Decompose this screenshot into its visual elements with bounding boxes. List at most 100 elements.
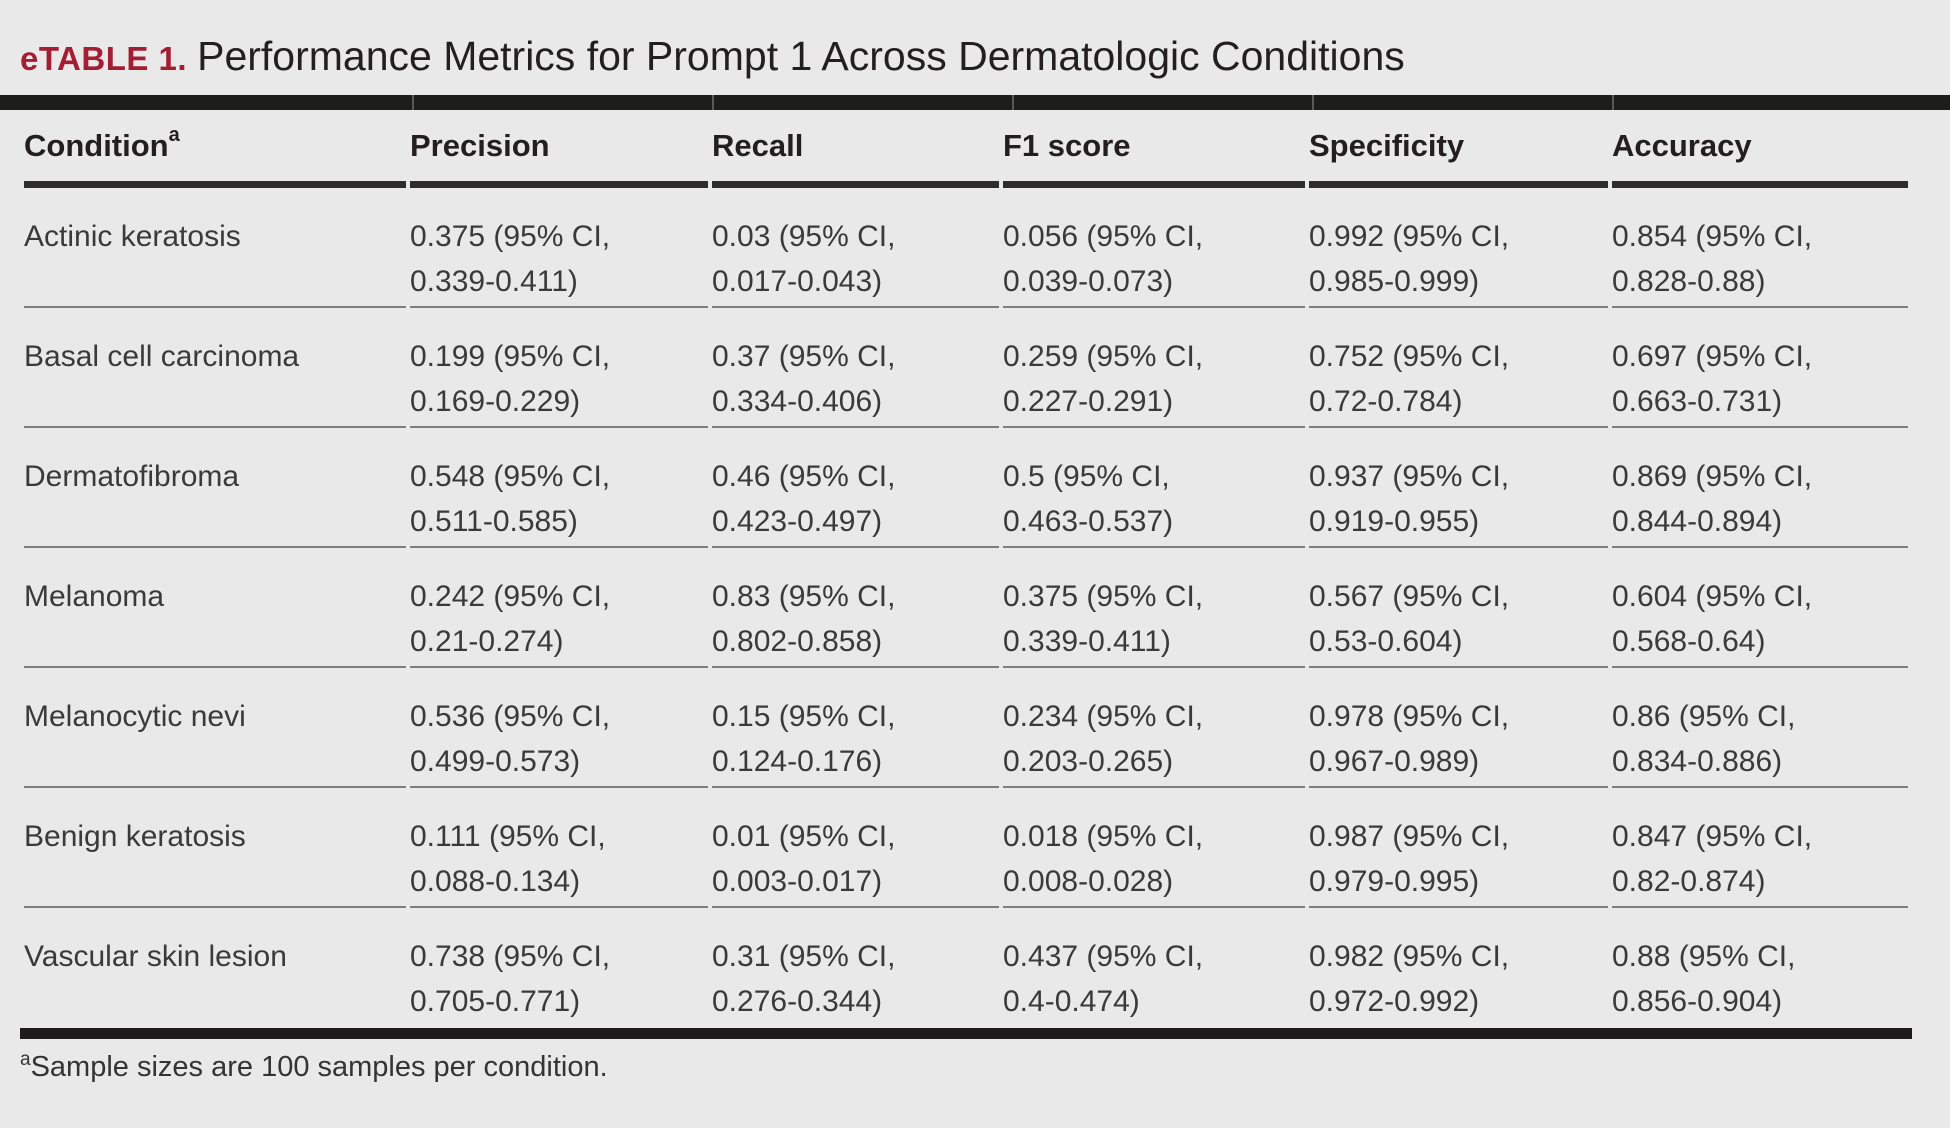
metric-ci-line: 0.53-0.604) [1309,625,1463,659]
metric-cell: 0.86 (95% CI, 0.834-0.886) [1612,668,1908,789]
table-row: Dermatofibroma 0.548 (95% CI, 0.511-0.585… [24,428,1908,549]
metric-ci-line: 0.088-0.134) [410,865,581,899]
table-row: Melanocytic nevi 0.536 (95% CI, 0.499-0.5… [24,668,1908,789]
column-header-condition: Conditiona [24,110,406,189]
metric-value-line: 0.738 (95% CI, [410,940,611,974]
table-footnote: aSample sizes are 100 samples per condit… [20,1049,1930,1084]
metric-value-line: 0.056 (95% CI, [1003,220,1204,254]
column-header-specificity: Specificity [1309,110,1608,189]
metric-value-line: 0.46 (95% CI, [712,460,896,494]
metric-ci-line: 0.568-0.64) [1612,625,1766,659]
metric-ci-line: 0.227-0.291) [1003,385,1174,419]
table-number-label: eTABLE 1. [20,40,188,77]
column-header-accuracy: Accuracy [1612,110,1908,189]
metric-cell: 0.697 (95% CI, 0.663-0.731) [1612,308,1908,429]
metric-cell: 0.111 (95% CI, 0.088-0.134) [410,788,708,909]
metric-value-line: 0.37 (95% CI, [712,340,896,374]
metric-cell: 0.375 (95% CI, 0.339-0.411) [1003,548,1305,669]
metrics-table: Conditiona Precision Recall F1 score Spe… [20,110,1912,1028]
metric-cell: 0.46 (95% CI, 0.423-0.497) [712,428,999,549]
column-divider-notch [1312,95,1314,111]
metric-value-line: 0.5 (95% CI, [1003,460,1170,494]
metric-ci-line: 0.828-0.88) [1612,265,1766,299]
metric-value-line: 0.111 (95% CI, [410,820,606,854]
table-top-rule [0,95,1950,111]
metric-value-line: 0.234 (95% CI, [1003,700,1204,734]
table-row: Benign keratosis 0.111 (95% CI, 0.088-0.1… [24,788,1908,909]
metric-cell: 0.5 (95% CI, 0.463-0.537) [1003,428,1305,549]
column-header-precision: Precision [410,110,708,189]
condition-cell: Melanoma [24,548,406,669]
metric-cell: 0.987 (95% CI, 0.979-0.995) [1309,788,1608,909]
metric-ci-line: 0.276-0.344) [712,985,883,1019]
metric-ci-line: 0.463-0.537) [1003,505,1174,539]
column-divider-notch [412,95,414,111]
metric-value-line: 0.992 (95% CI, [1309,220,1510,254]
metric-cell: 0.199 (95% CI, 0.169-0.229) [410,308,708,429]
footnote-marker: a [20,1049,31,1071]
condition-cell: Benign keratosis [24,788,406,909]
metric-ci-line: 0.4-0.474) [1003,985,1140,1019]
metric-cell: 0.31 (95% CI, 0.276-0.344) [712,908,999,1028]
metric-ci-line: 0.203-0.265) [1003,745,1174,779]
condition-footnote-marker: a [168,123,180,146]
metric-cell: 0.567 (95% CI, 0.53-0.604) [1309,548,1608,669]
metric-cell: 0.604 (95% CI, 0.568-0.64) [1612,548,1908,669]
table-row: Actinic keratosis 0.375 (95% CI, 0.339-0.… [24,188,1908,309]
metric-value-line: 0.604 (95% CI, [1612,580,1813,614]
metric-ci-line: 0.039-0.073) [1003,265,1174,299]
metrics-table-wrapper: Conditiona Precision Recall F1 score Spe… [20,110,1912,1028]
column-divider-notch [1612,95,1614,111]
metric-value-line: 0.018 (95% CI, [1003,820,1204,854]
metric-value-line: 0.375 (95% CI, [1003,580,1204,614]
metric-value-line: 0.01 (95% CI, [712,820,896,854]
metric-ci-line: 0.919-0.955) [1309,505,1480,539]
metric-value-line: 0.536 (95% CI, [410,700,611,734]
condition-cell: Vascular skin lesion [24,940,287,974]
condition-cell: Basal cell carcinoma [24,308,406,429]
metric-cell: 0.847 (95% CI, 0.82-0.874) [1612,788,1908,909]
metric-value-line: 0.937 (95% CI, [1309,460,1510,494]
metric-ci-line: 0.967-0.989) [1309,745,1480,779]
footnote-text: Sample sizes are 100 samples per conditi… [30,1051,608,1084]
metric-cell: 0.978 (95% CI, 0.967-0.989) [1309,668,1608,789]
metric-cell: 0.437 (95% CI, 0.4-0.474) [1003,908,1305,1028]
metric-value-line: 0.548 (95% CI, [410,460,611,494]
metric-cell: 0.752 (95% CI, 0.72-0.784) [1309,308,1608,429]
metric-value-line: 0.259 (95% CI, [1003,340,1204,374]
metric-ci-line: 0.663-0.731) [1612,385,1783,419]
column-divider-notch [1012,95,1014,111]
metric-value-line: 0.83 (95% CI, [712,580,896,614]
metric-value-line: 0.242 (95% CI, [410,580,611,614]
condition-cell: Actinic keratosis [24,188,406,309]
metric-ci-line: 0.834-0.886) [1612,745,1783,779]
metric-cell: 0.259 (95% CI, 0.227-0.291) [1003,308,1305,429]
condition-cell: Melanocytic nevi [24,668,406,789]
metric-ci-line: 0.985-0.999) [1309,265,1480,299]
metric-cell: 0.854 (95% CI, 0.828-0.88) [1612,188,1908,309]
metric-value-line: 0.86 (95% CI, [1612,700,1796,734]
metric-value-line: 0.854 (95% CI, [1612,220,1813,254]
metric-ci-line: 0.334-0.406) [712,385,883,419]
metric-cell: 0.234 (95% CI, 0.203-0.265) [1003,668,1305,789]
metric-cell: 0.83 (95% CI, 0.802-0.858) [712,548,999,669]
metric-ci-line: 0.124-0.176) [712,745,883,779]
metric-ci-line: 0.008-0.028) [1003,865,1174,899]
metric-ci-line: 0.972-0.992) [1309,985,1480,1019]
metric-cell: 0.937 (95% CI, 0.919-0.955) [1309,428,1608,549]
metric-value-line: 0.567 (95% CI, [1309,580,1510,614]
metric-value-line: 0.03 (95% CI, [712,220,896,254]
metric-cell: 0.869 (95% CI, 0.844-0.894) [1612,428,1908,549]
metric-ci-line: 0.844-0.894) [1612,505,1783,539]
metric-value-line: 0.15 (95% CI, [712,700,896,734]
condition-cell: Dermatofibroma [24,428,406,549]
metric-cell: 0.548 (95% CI, 0.511-0.585) [410,428,708,549]
table-bottom-rule [20,1028,1912,1040]
metric-cell: 0.375 (95% CI, 0.339-0.411) [410,188,708,309]
metric-ci-line: 0.339-0.411) [1003,625,1171,659]
metric-cell: 0.056 (95% CI, 0.039-0.073) [1003,188,1305,309]
metric-cell: 0.982 (95% CI, 0.972-0.992) [1309,908,1608,1028]
metric-cell: 0.88 (95% CI, 0.856-0.904) [1612,908,1908,1028]
table-title-text: Performance Metrics for Prompt 1 Across … [197,33,1405,79]
metric-cell: 0.018 (95% CI, 0.008-0.028) [1003,788,1305,909]
